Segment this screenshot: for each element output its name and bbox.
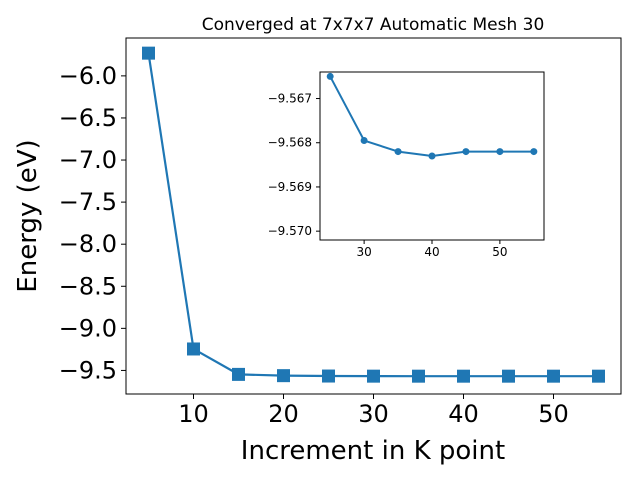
main-y-tick-label: −9.0 [59,314,117,342]
inset-data-point [428,152,436,160]
inset-x-tick-label: 40 [424,245,439,259]
main-y-tick-label: −7.5 [59,188,117,216]
main-y-tick-label: −8.0 [59,230,117,258]
main-y-tick-label: −9.5 [59,356,117,384]
main-axis-ticks: 10 20 30 40 50 −6.0 −6.5 −7.0 −7.5 −8.0 −8.5 −9.0 −9… [59,62,569,428]
main-data-point [142,46,155,60]
inset-series [326,72,538,160]
inset-data-point [360,137,368,145]
inset-data-point [530,148,538,156]
main-x-tick-label: 40 [448,400,479,428]
inset-y-tick-label: −9.568 [268,136,312,150]
main-data-point [187,342,200,356]
main-data-point [592,369,605,383]
inset-x-tick-label: 50 [492,245,507,259]
inset-y-tick-label: −9.567 [268,92,312,106]
main-data-point [232,367,245,381]
main-data-point [322,369,335,383]
inset-axis-ticks: 30 40 50 −9.570 −9.569 −9.568 −9.567 [268,92,508,259]
main-y-tick-label: −8.5 [59,272,117,300]
main-data-point [502,369,515,383]
main-data-point [412,369,425,383]
inset-data-point [326,72,334,80]
main-series [142,46,605,383]
main-y-tick-label: −6.5 [59,104,117,132]
main-y-tick-label: −6.0 [59,62,117,90]
main-x-tick-label: 30 [358,400,389,428]
inset-x-tick-label: 30 [356,245,371,259]
inset-data-point [496,148,504,156]
inset-y-tick-label: −9.570 [268,224,312,238]
chart-title: Converged at 7x7x7 Automatic Mesh 30 [202,15,545,35]
main-data-point [367,369,380,383]
inset-y-tick-label: −9.569 [268,180,312,194]
main-x-tick-label: 50 [538,400,569,428]
main-data-point [457,369,470,383]
main-y-tick-label: −7.0 [59,146,117,174]
inset-data-point [462,148,470,156]
main-data-point [277,369,290,383]
inset-data-point [394,148,402,156]
y-axis-label: Energy (eV) [13,139,43,292]
main-data-point [547,369,560,383]
main-x-tick-label: 20 [268,400,299,428]
main-x-tick-label: 10 [178,400,209,428]
x-axis-label: Increment in K point [241,436,505,466]
